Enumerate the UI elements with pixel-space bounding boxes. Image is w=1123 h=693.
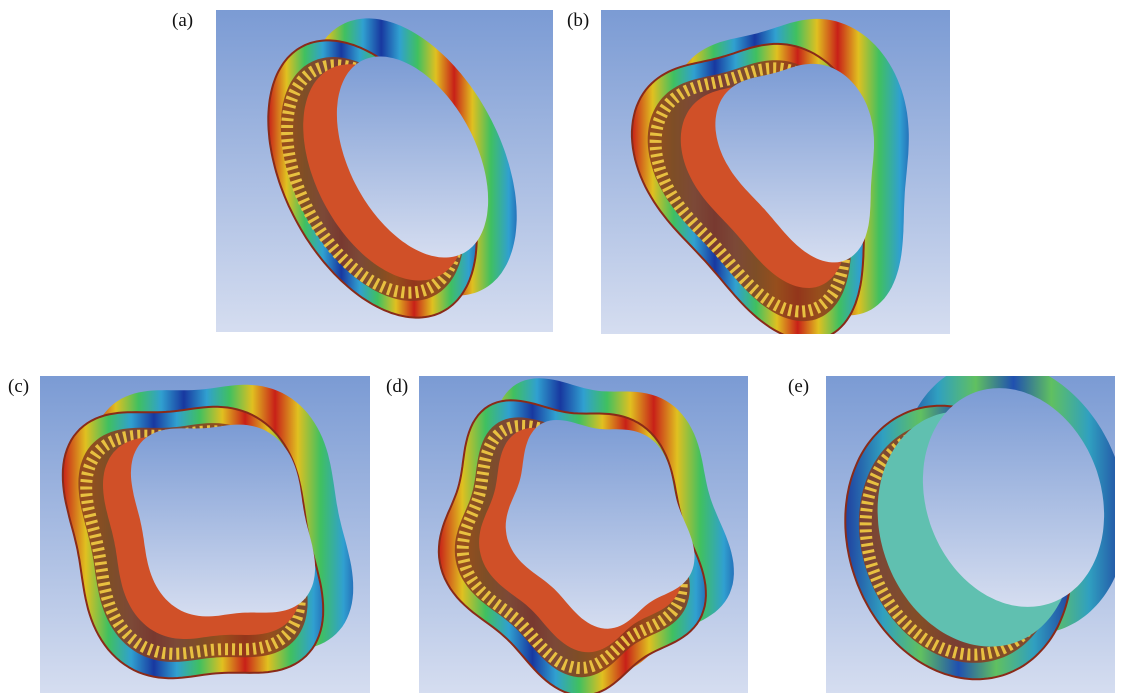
panel-label: (b) [567,10,589,32]
mode-shape-image [419,376,748,693]
mode-shape-image [216,10,553,332]
mode-shape-image [826,376,1115,693]
panel-label: (a) [172,10,193,32]
panel-label: (c) [8,376,29,398]
mode-shape-image [601,10,950,334]
panel-label: (e) [788,376,809,398]
hole [131,425,315,617]
panel-label: (d) [386,376,408,398]
mode-shape-image [40,376,370,693]
figure: (a) (b) (c) (d) (e) (() => { const data … [0,0,1123,693]
